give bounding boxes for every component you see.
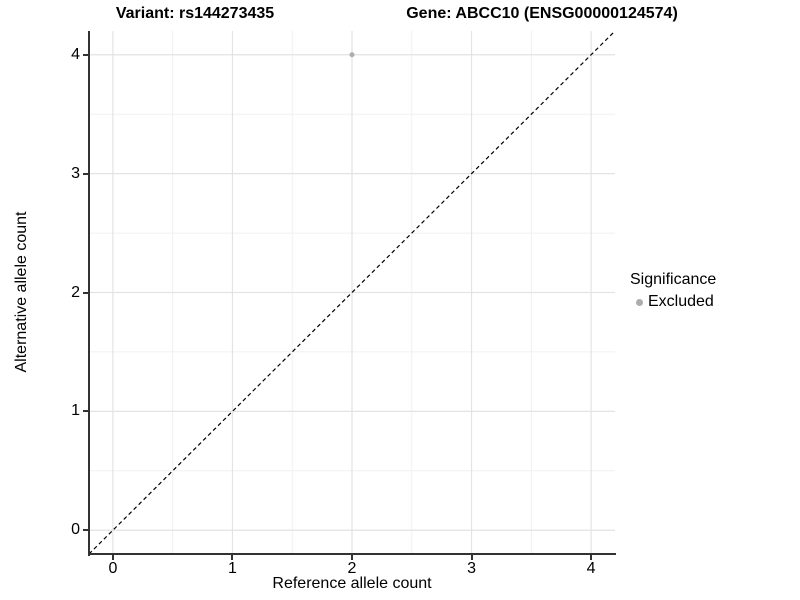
x-tick-mark (111, 555, 114, 560)
x-tick-label: 2 (347, 560, 357, 577)
plot-canvas (89, 31, 615, 554)
y-axis-title: Alternative allele count (13, 211, 30, 373)
y-tick-label: 4 (71, 45, 80, 63)
y-tick-label: 2 (71, 283, 80, 301)
x-tick-mark (351, 555, 353, 560)
x-tick-mark (470, 555, 473, 560)
x-tick-label: 1 (228, 560, 237, 577)
x-tick-mark (590, 555, 593, 560)
gene-title: Gene: ABCC10 (ENSG00000124574) (406, 5, 678, 22)
x-tick-label: 3 (467, 560, 476, 577)
legend-dot-icon (636, 298, 643, 306)
identity-reference-line (89, 31, 615, 554)
variant-title: Variant: rs144273435 (115, 5, 275, 22)
x-tick-label: 0 (108, 560, 118, 577)
y-tick-label: 3 (71, 164, 80, 182)
y-tick-mark (83, 291, 88, 294)
x-axis-line (88, 553, 616, 555)
y-tick-label: 0 (71, 521, 80, 539)
x-tick-label: 4 (586, 560, 596, 577)
legend-items: Excluded (630, 293, 716, 311)
x-axis-title: Reference allele count (272, 575, 432, 592)
legend: Significance Excluded (630, 270, 716, 311)
plot-panel (89, 31, 615, 554)
y-tick-label: 1 (71, 402, 80, 420)
legend-item: Excluded (630, 293, 716, 311)
data-point (349, 52, 355, 58)
legend-title: Significance (630, 271, 717, 288)
y-tick-mark (83, 529, 88, 532)
y-tick-mark (83, 410, 88, 413)
y-tick-mark (83, 53, 88, 56)
y-tick-mark (83, 172, 88, 175)
y-axis-line (88, 31, 90, 556)
x-tick-mark (231, 555, 234, 560)
legend-item-label: Excluded (648, 293, 714, 310)
